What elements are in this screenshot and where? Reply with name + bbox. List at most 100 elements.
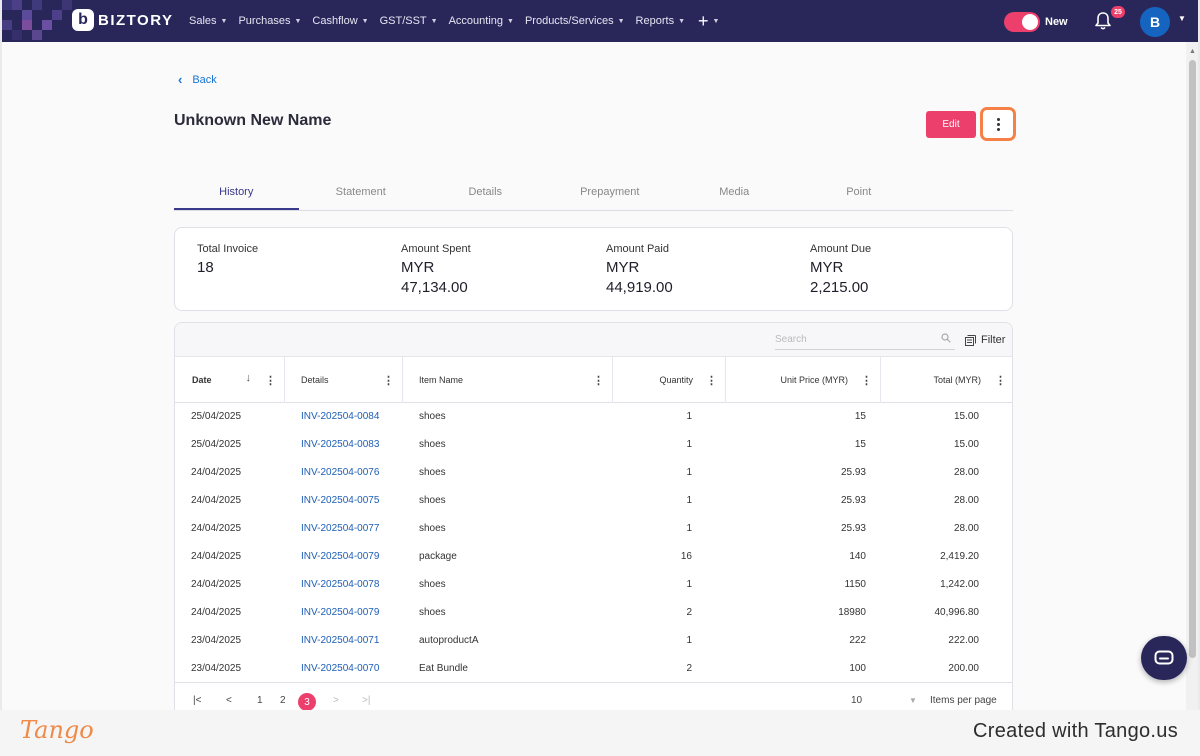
first-page-button[interactable]: |< [193, 695, 202, 706]
cell-details-link[interactable]: INV-202504-0084 [301, 411, 380, 422]
chevron-down-icon: ▼ [294, 17, 302, 25]
column-header-details[interactable]: Details ⋮ [285, 357, 403, 403]
column-menu-icon[interactable]: ⋮ [265, 375, 276, 387]
cell-item: shoes [419, 523, 446, 534]
column-header-date[interactable]: Date ↓ ⋮ [175, 357, 285, 403]
items-per-page-label: Items per page [930, 695, 997, 706]
chat-button[interactable] [1141, 636, 1187, 680]
column-header-unit-price[interactable]: Unit Price (MYR) ⋮ [726, 357, 881, 403]
nav-label: Cashflow [312, 15, 358, 27]
table-row[interactable]: 24/04/2025 INV-202504-0079 package 16 140 2,4… [175, 543, 1012, 571]
chevron-down-icon: ▼ [220, 17, 228, 25]
tango-credit: Created with Tango.us [973, 720, 1178, 742]
nav-accounting[interactable]: Accounting ▼ [449, 15, 514, 27]
cell-item: Eat Bundle [419, 663, 468, 674]
column-menu-icon[interactable]: ⋮ [383, 375, 394, 387]
cell-item: shoes [419, 579, 446, 590]
back-link[interactable]: ‹ Back [178, 72, 217, 87]
top-nav-bar: b BIZTORY Sales ▼ Purchases ▼ Cashflow ▼ GS… [2, 0, 1198, 42]
biztory-logo[interactable]: b BIZTORY [72, 9, 174, 31]
table-row[interactable]: 24/04/2025 INV-202504-0076 shoes 1 25.93 28.0… [175, 459, 1012, 487]
dot [996, 122, 1000, 126]
nav-sales[interactable]: Sales ▼ [189, 15, 227, 27]
chevron-down-icon[interactable]: ▼ [909, 696, 917, 705]
sort-desc-icon[interactable]: ↓ [245, 372, 252, 384]
cell-details-link[interactable]: INV-202504-0079 [301, 551, 380, 562]
table-row[interactable]: 23/04/2025 INV-202504-0071 autoproductA 1 22… [175, 627, 1012, 655]
chevron-down-icon: ▼ [712, 17, 720, 25]
cell-total: 28.00 [953, 467, 979, 478]
notification-badge: 25 [1111, 6, 1125, 18]
page-1-button[interactable]: 1 [257, 695, 263, 706]
bell-icon[interactable] [1094, 11, 1112, 31]
cell-date: 24/04/2025 [191, 495, 242, 506]
column-menu-icon[interactable]: ⋮ [706, 375, 717, 387]
cell-details-link[interactable]: INV-202504-0078 [301, 579, 380, 590]
column-header-label: Details [301, 375, 329, 385]
next-page-button[interactable]: > [333, 695, 339, 706]
stat-label: Total Invoice [197, 243, 259, 255]
table-row[interactable]: 24/04/2025 INV-202504-0075 shoes 1 25.93 28.0… [175, 487, 1012, 515]
cell-total: 1,242.00 [940, 579, 979, 590]
cell-details-link[interactable]: INV-202504-0079 [301, 607, 380, 618]
tab-details[interactable]: Details [468, 186, 503, 198]
nav-reports[interactable]: Reports ▼ [636, 15, 685, 27]
cell-unit: 15 [854, 439, 866, 450]
scrollbar-thumb[interactable] [1189, 60, 1196, 658]
prev-page-button[interactable]: < [226, 695, 232, 706]
avatar[interactable]: B [1140, 7, 1170, 37]
column-header-label: Quantity [659, 375, 693, 385]
items-per-page-select[interactable]: 10 [851, 695, 863, 706]
column-header-item-name[interactable]: Item Name ⋮ [403, 357, 613, 403]
cell-unit: 140 [849, 551, 866, 562]
last-page-button[interactable]: >| [362, 695, 371, 706]
cell-details-link[interactable]: INV-202504-0070 [301, 663, 380, 674]
table-row[interactable]: 25/04/2025 INV-202504-0083 shoes 1 15 15.00 [175, 431, 1012, 459]
nav-purchases[interactable]: Purchases ▼ [238, 15, 301, 27]
tab-point[interactable]: Point [846, 186, 872, 198]
cell-details-link[interactable]: INV-202504-0071 [301, 635, 380, 646]
stat-value: MYR 44,919.00 [606, 259, 673, 296]
nav-products-services[interactable]: Products/Services ▼ [525, 15, 625, 27]
new-ui-toggle-label: New [1045, 16, 1068, 28]
tab-prepayment[interactable]: Prepayment [580, 186, 640, 198]
nav-gst-sst[interactable]: GST/SST ▼ [380, 15, 438, 27]
filter-button[interactable]: Filter [965, 334, 1005, 346]
cell-details-link[interactable]: INV-202504-0083 [301, 439, 380, 450]
scroll-up-icon[interactable]: ▲ [1189, 48, 1196, 55]
stat-label: Amount Spent [401, 243, 471, 255]
table-row[interactable]: 24/04/2025 INV-202504-0077 shoes 1 25.93 28.0… [175, 515, 1012, 543]
stat-value: 18 [197, 259, 214, 276]
cell-details-link[interactable]: INV-202504-0075 [301, 495, 380, 506]
column-menu-icon[interactable]: ⋮ [861, 375, 872, 387]
table-row[interactable]: 24/04/2025 INV-202504-0079 shoes 2 18980 40,9… [175, 599, 1012, 627]
page-3-button[interactable]: 3 [298, 693, 316, 710]
nav-quick-add[interactable]: + ▼ [696, 11, 719, 32]
tab-history[interactable]: History [174, 176, 299, 210]
tab-statement[interactable]: Statement [335, 186, 386, 198]
cell-details-link[interactable]: INV-202504-0077 [301, 523, 380, 534]
edit-button[interactable]: Edit [926, 111, 976, 138]
page-2-button[interactable]: 2 [280, 695, 286, 706]
cell-item: shoes [419, 439, 446, 450]
column-menu-icon[interactable]: ⋮ [995, 375, 1006, 387]
search-input[interactable] [775, 330, 955, 350]
plus-icon: + [698, 10, 709, 31]
table-row[interactable]: 24/04/2025 INV-202504-0078 shoes 1 1150 1,242… [175, 571, 1012, 599]
filter-icon [965, 334, 976, 346]
column-header-total[interactable]: Total (MYR) ⋮ [881, 357, 1012, 403]
cell-details-link[interactable]: INV-202504-0076 [301, 467, 380, 478]
tab-media[interactable]: Media [719, 186, 750, 198]
chevron-down-icon: ▼ [361, 17, 369, 25]
cell-total: 40,996.80 [934, 607, 980, 618]
nav-cashflow[interactable]: Cashflow ▼ [312, 15, 368, 27]
table-row[interactable]: 23/04/2025 INV-202504-0070 Eat Bundle 2 100 2… [175, 655, 1012, 683]
chevron-down-icon[interactable]: ▼ [1178, 14, 1186, 23]
table-toolbar: Filter [175, 323, 1012, 357]
new-ui-toggle[interactable] [1004, 12, 1040, 32]
column-header-quantity[interactable]: Quantity ⋮ [613, 357, 726, 403]
search-icon[interactable] [941, 333, 951, 343]
more-options-button[interactable] [980, 107, 1016, 141]
column-menu-icon[interactable]: ⋮ [593, 375, 604, 387]
table-row[interactable]: 25/04/2025 INV-202504-0084 shoes 1 15 15.00 [175, 403, 1012, 431]
